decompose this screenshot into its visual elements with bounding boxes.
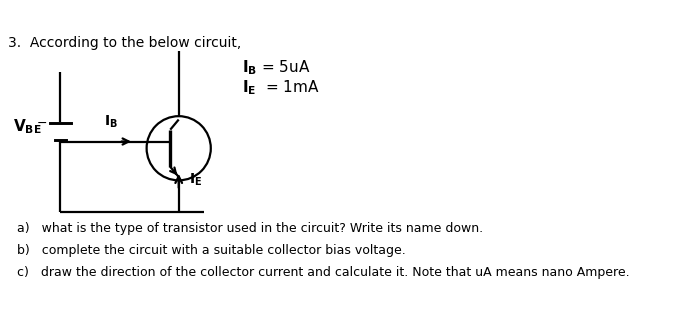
Text: 3.  According to the below circuit,: 3. According to the below circuit, [8,36,241,50]
Text: $\mathbf{I_B}$ = 5uA: $\mathbf{I_B}$ = 5uA [242,58,311,77]
Text: a)   what is the type of transistor used in the circuit? Write its name down.: a) what is the type of transistor used i… [16,222,483,235]
Text: c)   draw the direction of the collector current and calculate it. Note that uA : c) draw the direction of the collector c… [16,265,629,279]
Text: −: − [37,117,47,129]
Text: b)   complete the circuit with a suitable collector bias voltage.: b) complete the circuit with a suitable … [16,244,405,257]
Text: $\mathbf{I_E}$: $\mathbf{I_E}$ [189,171,202,188]
Text: $\mathbf{I_E}$  = 1mA: $\mathbf{I_E}$ = 1mA [242,78,320,97]
Text: $\mathbf{V_{BE}}$: $\mathbf{V_{BE}}$ [14,118,42,136]
Text: $\mathbf{I_B}$: $\mathbf{I_B}$ [104,113,118,130]
